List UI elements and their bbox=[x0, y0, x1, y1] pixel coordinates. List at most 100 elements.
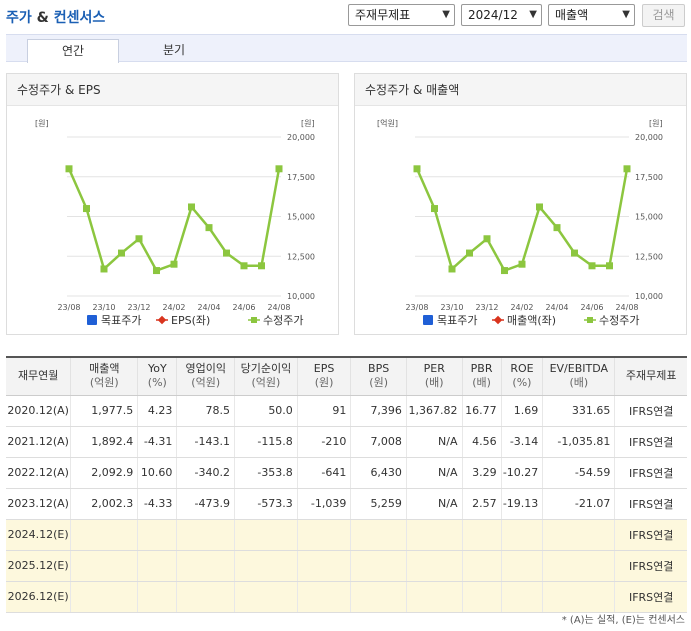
header-label: 매출액 bbox=[89, 362, 120, 376]
row-period: 2022.12(A) bbox=[6, 457, 71, 489]
chart-title: 수정주가 & EPS bbox=[7, 74, 338, 106]
data-point bbox=[205, 224, 213, 232]
table-cell bbox=[234, 550, 298, 582]
table-cell: 6,430 bbox=[350, 457, 407, 489]
header-unit: (%) bbox=[512, 376, 532, 390]
x-tick-label: 23/12 bbox=[127, 303, 150, 312]
x-tick-label: 23/12 bbox=[475, 303, 498, 312]
table-cell: 2.57 bbox=[461, 488, 502, 520]
page-title-amp: & bbox=[36, 10, 49, 26]
legend-item: 목표주가 bbox=[423, 314, 477, 327]
table-cell: -641 bbox=[296, 457, 351, 489]
table-cell: 1,977.5 bbox=[70, 395, 138, 427]
table-cell: -115.8 bbox=[234, 426, 298, 458]
period-select[interactable]: 2024/12 ▼ bbox=[461, 4, 542, 26]
chart-price-eps: 수정주가 & EPS 20,000 17,500 15,000 12,500 10,00… bbox=[6, 73, 339, 335]
table-cell: 1.69 bbox=[500, 395, 543, 427]
table-cell bbox=[176, 581, 235, 613]
table-cell bbox=[542, 550, 615, 582]
row-period: 2020.12(A) bbox=[6, 395, 71, 427]
metric-select[interactable]: 매출액 ▼ bbox=[548, 4, 635, 26]
table-cell bbox=[350, 550, 407, 582]
tab-annual[interactable]: 연간 bbox=[27, 39, 119, 63]
table-cell: 2,002.3 bbox=[70, 488, 138, 520]
table-cell bbox=[296, 519, 351, 551]
data-point bbox=[553, 224, 561, 232]
header-unit: (억원) bbox=[191, 376, 221, 390]
header-unit: (원) bbox=[369, 376, 388, 390]
x-tick-label: 24/02 bbox=[162, 303, 185, 312]
table-cell: 10.60 bbox=[137, 457, 177, 489]
data-point bbox=[223, 249, 230, 257]
table-header-cell: BPS (원) bbox=[350, 356, 407, 396]
table-cell: N/A bbox=[405, 426, 463, 458]
data-point bbox=[518, 260, 526, 268]
table-cell bbox=[500, 581, 543, 613]
table-cell bbox=[405, 519, 463, 551]
table-cell: 7,396 bbox=[350, 395, 407, 427]
data-point bbox=[501, 267, 508, 275]
legend-label: 목표주가 bbox=[101, 314, 141, 327]
header-label: EPS bbox=[313, 362, 335, 376]
legend-item: EPS(좌) bbox=[156, 314, 210, 327]
header-label: EV/EBITDA bbox=[549, 362, 609, 376]
data-point bbox=[275, 165, 283, 173]
table-cell: 331.65 bbox=[542, 395, 615, 427]
tab-quarterly[interactable]: 분기 bbox=[162, 43, 186, 57]
y-tick-label: 12,500 bbox=[287, 252, 315, 261]
table-cell bbox=[296, 550, 351, 582]
table-header-cell: PER (배) bbox=[405, 356, 463, 396]
x-tick-label: 23/08 bbox=[405, 303, 428, 312]
table-cell bbox=[405, 550, 463, 582]
table-row: 2021.12(A) 1,892.4 -4.31 -143.1 -115.8 -210 7,… bbox=[6, 426, 687, 458]
header-label: 영업이익 bbox=[185, 362, 226, 376]
table-cell: 1,892.4 bbox=[70, 426, 138, 458]
table-cell: 7,008 bbox=[350, 426, 407, 458]
table-header-cell: EV/EBITDA (배) bbox=[542, 356, 615, 396]
row-period: 2025.12(E) bbox=[6, 550, 71, 582]
table-header-cell: PBR (배) bbox=[461, 356, 502, 396]
search-button[interactable]: 검색 bbox=[642, 4, 685, 27]
table-cell: 1,367.82 bbox=[405, 395, 463, 427]
left-axis-unit: [억원] bbox=[377, 118, 398, 128]
legend-label: 매출액(좌) bbox=[507, 314, 556, 327]
table-cell: IFRS연결 bbox=[614, 395, 687, 427]
chart-price-sales: 수정주가 & 매출액 20,000 17,500 15,000 12,500 10,00… bbox=[354, 73, 687, 335]
y-tick-label: 15,000 bbox=[287, 213, 315, 222]
legend-swatch bbox=[493, 315, 503, 325]
table-cell bbox=[500, 550, 543, 582]
right-axis-unit: [원] bbox=[649, 119, 663, 128]
header-label: 주재무제표 bbox=[625, 369, 677, 383]
header-label: PER bbox=[423, 362, 445, 376]
table-cell bbox=[137, 519, 177, 551]
table-cell bbox=[176, 519, 235, 551]
data-point bbox=[571, 249, 578, 257]
header-unit: (원) bbox=[314, 376, 334, 390]
x-tick-label: 23/10 bbox=[92, 303, 115, 312]
data-point bbox=[431, 205, 438, 213]
table-header-cell: 주재무제표 bbox=[614, 356, 687, 396]
table-header-cell: 당기순이익 (억원) bbox=[234, 356, 298, 396]
header-unit: (배) bbox=[424, 376, 444, 390]
data-point bbox=[606, 262, 613, 270]
table-cell bbox=[461, 550, 502, 582]
table-header-cell: ROE (%) bbox=[500, 356, 543, 396]
table-cell bbox=[137, 581, 177, 613]
left-axis-unit: [원] bbox=[35, 119, 49, 128]
table-cell: -4.31 bbox=[137, 426, 177, 458]
data-point bbox=[483, 235, 491, 243]
table-header-cell: YoY (%) bbox=[137, 356, 177, 396]
legend-swatch bbox=[87, 315, 97, 325]
y-tick-label: 17,500 bbox=[287, 173, 315, 182]
table-cell bbox=[350, 519, 407, 551]
row-period: 2026.12(E) bbox=[6, 581, 71, 613]
series-line bbox=[415, 168, 629, 273]
legend-item: 수정주가 bbox=[248, 314, 303, 327]
table-cell: -54.59 bbox=[542, 457, 615, 489]
table-header-cell: 영업이익 (억원) bbox=[176, 356, 235, 396]
data-point bbox=[65, 165, 73, 173]
table-cell: 4.23 bbox=[137, 395, 177, 427]
theme-select[interactable]: 주재무제표 ▼ bbox=[348, 4, 455, 26]
series-line bbox=[67, 168, 281, 273]
data-point bbox=[83, 205, 90, 213]
